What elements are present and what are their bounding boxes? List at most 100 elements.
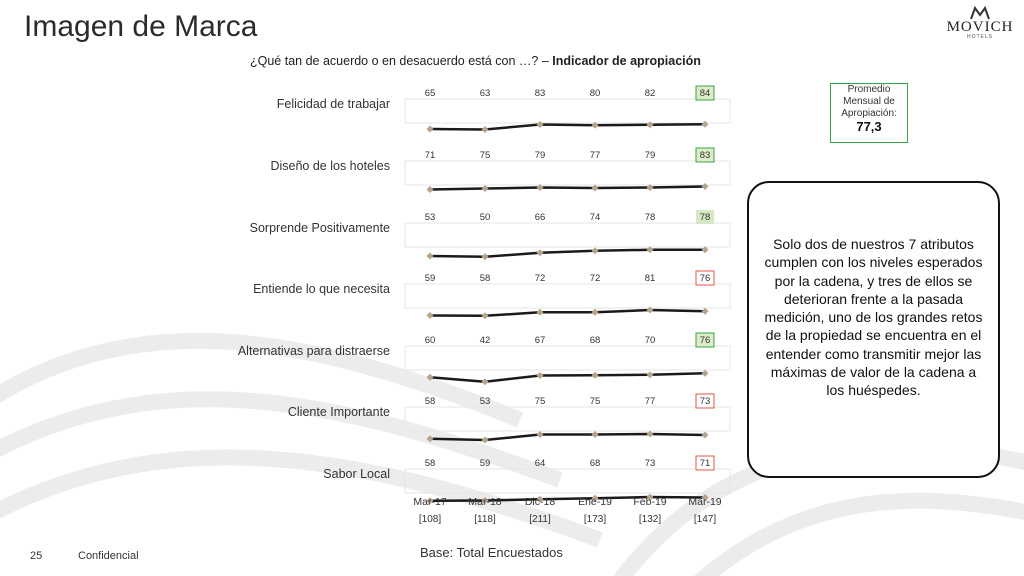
series-label: Cliente Importante <box>287 405 390 419</box>
series-line <box>429 185 706 191</box>
data-point <box>426 252 434 260</box>
data-label: 77 <box>645 396 656 407</box>
data-point <box>481 497 489 504</box>
row-frame <box>404 468 731 494</box>
data-label: 58 <box>480 273 491 284</box>
data-label: 83 <box>535 88 546 99</box>
data-label: 82 <box>645 88 656 99</box>
row-frame <box>404 406 731 432</box>
period-label: Mar-19 <box>688 496 721 508</box>
data-point <box>536 372 544 379</box>
data-point <box>426 125 434 133</box>
base-label: [211] <box>529 514 551 525</box>
series-label: Diseño de los hoteles <box>270 159 390 173</box>
data-label: 76 <box>700 273 711 284</box>
data-label: 42 <box>480 335 491 346</box>
highlight-box <box>695 270 715 286</box>
series-label: Alternativas para distraerse <box>237 344 390 358</box>
data-label: 68 <box>590 335 601 346</box>
data-label: 59 <box>425 273 436 284</box>
data-point <box>591 121 599 129</box>
average-value: 77,3 <box>856 119 882 134</box>
data-point <box>646 246 654 254</box>
average-label: Promedio Mensual de Apropiación: <box>841 84 897 119</box>
series-label: Sabor Local <box>323 467 390 481</box>
series-line <box>429 495 706 503</box>
data-label: 73 <box>700 396 711 407</box>
data-label: 72 <box>590 273 601 284</box>
data-point <box>591 371 599 379</box>
data-label: 79 <box>535 150 546 161</box>
confidential-label: Confidencial <box>78 550 139 562</box>
row-frame <box>404 98 731 124</box>
data-label: 77 <box>590 150 601 161</box>
data-point <box>591 308 599 316</box>
data-point <box>646 430 654 438</box>
subtitle-question: ¿Qué tan de acuerdo o en desacuerdo está… <box>250 54 553 68</box>
data-label: 80 <box>590 88 601 99</box>
base-label: [173] <box>584 514 606 525</box>
data-label: 81 <box>645 273 656 284</box>
row-frame <box>404 222 731 248</box>
data-point <box>426 373 434 381</box>
series-label: Sorprende Positivamente <box>249 221 390 235</box>
period-label: Feb-19 <box>633 496 666 508</box>
highlight-box <box>695 393 715 409</box>
data-point <box>481 185 489 192</box>
data-label: 72 <box>535 273 546 284</box>
base-label: [147] <box>694 514 716 525</box>
data-label: 63 <box>480 88 491 99</box>
data-point <box>536 121 544 128</box>
data-label: 76 <box>700 335 711 346</box>
data-label: 68 <box>590 458 601 469</box>
data-point <box>481 312 489 320</box>
base-label: [118] <box>474 514 496 525</box>
data-label: 75 <box>535 396 546 407</box>
period-label: Ene-19 <box>578 496 612 508</box>
series-line <box>429 372 706 384</box>
series-line <box>429 308 706 318</box>
highlight-box <box>695 85 715 101</box>
base-label: [132] <box>639 514 661 525</box>
data-point <box>591 431 599 438</box>
data-label: 84 <box>700 88 711 99</box>
row-frame <box>404 160 731 186</box>
data-label: 73 <box>645 458 656 469</box>
data-point <box>591 184 599 192</box>
data-label: 65 <box>425 88 436 99</box>
data-label: 83 <box>700 150 711 161</box>
data-point <box>481 253 489 261</box>
data-label: 71 <box>700 458 711 469</box>
highlight-box <box>695 455 715 471</box>
data-point <box>536 184 544 191</box>
highlight-box <box>695 147 715 163</box>
data-point <box>701 183 709 190</box>
subtitle-indicator: Indicador de apropiación <box>552 54 701 68</box>
row-frame <box>404 345 731 371</box>
series-label: Entiende lo que necesita <box>253 282 390 296</box>
data-label: 78 <box>645 212 656 223</box>
data-label: 75 <box>590 396 601 407</box>
row-frame <box>404 283 731 309</box>
data-point <box>701 246 709 254</box>
data-point <box>701 369 709 377</box>
data-point <box>646 184 654 191</box>
data-point <box>481 126 489 133</box>
data-label: 53 <box>480 396 491 407</box>
data-label: 59 <box>480 458 491 469</box>
data-point <box>426 312 434 319</box>
data-point <box>646 371 654 379</box>
data-point <box>701 494 709 501</box>
data-point <box>536 308 544 316</box>
data-label: 79 <box>645 150 656 161</box>
data-label: 66 <box>535 212 546 223</box>
period-label: Mar-17 <box>413 496 446 508</box>
data-label: 67 <box>535 335 546 346</box>
data-label: 64 <box>535 458 546 469</box>
page-number: 25 <box>30 550 43 562</box>
base-label: [108] <box>419 514 441 525</box>
data-point <box>646 306 654 314</box>
data-point <box>536 431 544 438</box>
data-point <box>646 121 654 129</box>
data-point <box>536 495 544 503</box>
